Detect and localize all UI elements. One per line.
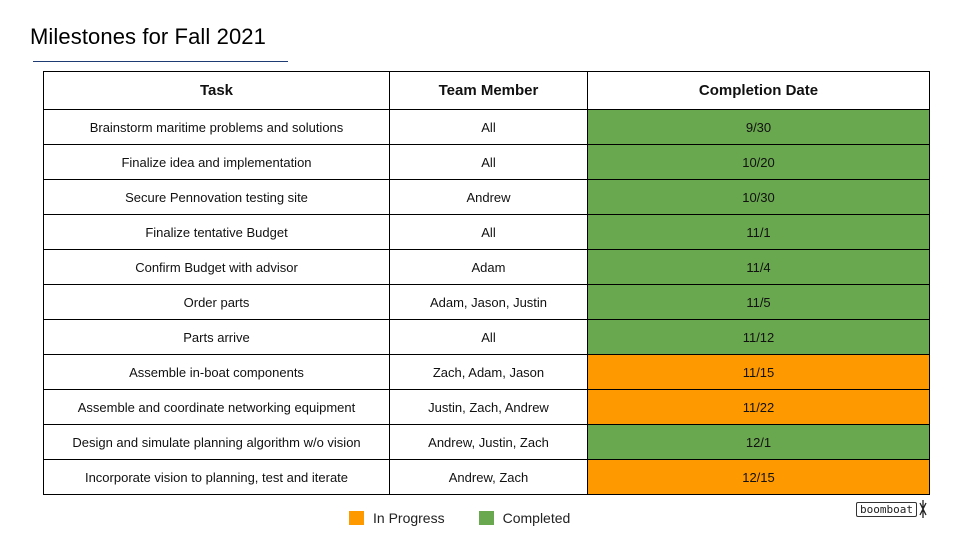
table-row: Assemble and coordinate networking equip… <box>43 389 930 425</box>
completion-date-cell: 10/20 <box>587 144 930 180</box>
task-cell: Brainstorm maritime problems and solutio… <box>43 109 390 145</box>
completion-date-cell: 12/1 <box>587 424 930 460</box>
table-body: Brainstorm maritime problems and solutio… <box>43 109 930 495</box>
table-row: Assemble in-boat components Zach, Adam, J… <box>43 354 930 390</box>
task-cell: Assemble in-boat components <box>43 354 390 390</box>
table-row: Secure Pennovation testing site Andrew 10/… <box>43 179 930 215</box>
legend-swatch-in-progress <box>349 511 364 525</box>
task-cell: Finalize idea and implementation <box>43 144 390 180</box>
completion-date-cell: 9/30 <box>587 109 930 145</box>
legend-label-in-progress: In Progress <box>373 510 445 526</box>
completion-date-cell: 11/4 <box>587 249 930 285</box>
completion-date-cell: 11/12 <box>587 319 930 355</box>
boat-mast-icon <box>919 500 927 518</box>
logo-text: boomboat <box>856 501 917 517</box>
table-row: Design and simulate planning algorithm w… <box>43 424 930 460</box>
header-task: Task <box>43 71 390 110</box>
team-member-cell: Zach, Adam, Jason <box>389 354 588 390</box>
table-row: Finalize idea and implementation All 10/20 <box>43 144 930 180</box>
team-member-cell: All <box>389 144 588 180</box>
task-cell: Parts arrive <box>43 319 390 355</box>
task-cell: Incorporate vision to planning, test and… <box>43 459 390 495</box>
team-member-cell: All <box>389 109 588 145</box>
completion-date-cell: 11/22 <box>587 389 930 425</box>
completion-date-cell: 11/1 <box>587 214 930 250</box>
legend: In Progress Completed <box>349 509 604 527</box>
team-member-cell: Justin, Zach, Andrew <box>389 389 588 425</box>
table-row: Finalize tentative Budget All 11/1 <box>43 214 930 250</box>
task-cell: Design and simulate planning algorithm w… <box>43 424 390 460</box>
table-row: Incorporate vision to planning, test and… <box>43 459 930 495</box>
completion-date-cell: 11/5 <box>587 284 930 320</box>
milestones-table: Task Team Member Completion Date Brainst… <box>43 71 930 495</box>
team-member-cell: Andrew <box>389 179 588 215</box>
team-member-cell: Adam <box>389 249 588 285</box>
table-row: Confirm Budget with advisor Adam 11/4 <box>43 249 930 285</box>
table-row: Brainstorm maritime problems and solutio… <box>43 109 930 145</box>
legend-item-completed: Completed <box>478 510 571 526</box>
team-member-cell: Andrew, Zach <box>389 459 588 495</box>
legend-label-completed: Completed <box>502 510 571 526</box>
title-underline <box>33 61 288 62</box>
task-cell: Order parts <box>43 284 390 320</box>
team-member-cell: Andrew, Justin, Zach <box>389 424 588 460</box>
header-team-member: Team Member <box>389 71 588 110</box>
table-row: Parts arrive All 11/12 <box>43 319 930 355</box>
header-completion-date: Completion Date <box>587 71 930 110</box>
table-header-row: Task Team Member Completion Date <box>43 71 930 110</box>
team-member-cell: Adam, Jason, Justin <box>389 284 588 320</box>
completion-date-cell: 12/15 <box>587 459 930 495</box>
legend-item-in-progress: In Progress <box>349 510 445 526</box>
team-member-cell: All <box>389 319 588 355</box>
task-cell: Confirm Budget with advisor <box>43 249 390 285</box>
legend-swatch-completed <box>478 511 494 525</box>
page-title: Milestones for Fall 2021 <box>30 24 266 49</box>
completion-date-cell: 10/30 <box>587 179 930 215</box>
team-member-cell: All <box>389 214 588 250</box>
task-cell: Finalize tentative Budget <box>43 214 390 250</box>
completion-date-cell: 11/15 <box>587 354 930 390</box>
boomboat-logo: boomboat <box>856 500 928 518</box>
table-row: Order parts Adam, Jason, Justin 11/5 <box>43 284 930 320</box>
task-cell: Secure Pennovation testing site <box>43 179 390 215</box>
task-cell: Assemble and coordinate networking equip… <box>43 389 390 425</box>
